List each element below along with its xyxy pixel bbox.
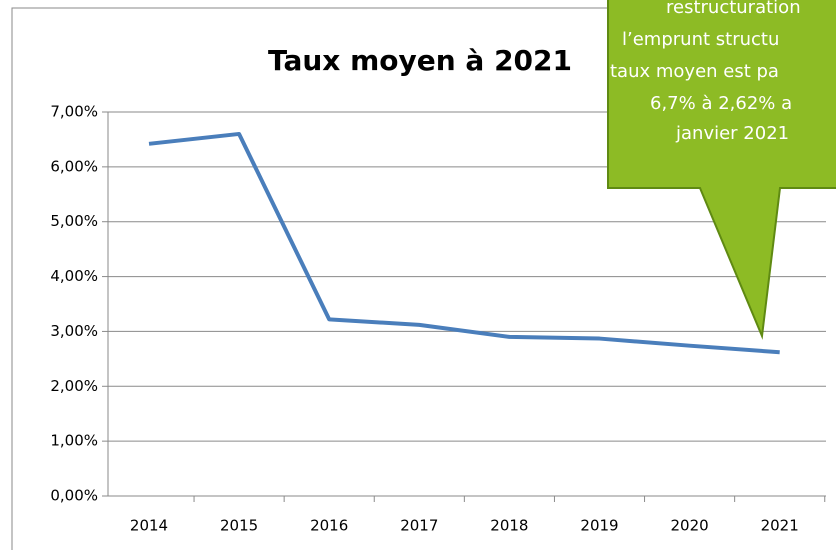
data-line [148, 131, 780, 355]
callout-text: l’emprunt structu [622, 29, 779, 50]
y-tick-label: 5,00% [50, 212, 98, 230]
x-tick-label: 2015 [220, 517, 258, 535]
chart-title: Taux moyen à 2021 [268, 44, 572, 77]
x-tick-label: 2021 [761, 517, 799, 535]
x-tick-label: 2017 [400, 517, 438, 535]
callout-text: taux moyen est pa [610, 61, 779, 82]
y-tick-label: 2,00% [50, 377, 98, 395]
x-tick-label: 2020 [671, 517, 709, 535]
callout-text: restructuration [666, 0, 801, 18]
x-tick-label: 2019 [580, 517, 618, 535]
y-tick-label: 4,00% [50, 267, 98, 285]
callout [607, 0, 836, 340]
x-tick-label: 2018 [490, 517, 528, 535]
x-tick-label: 2016 [310, 517, 348, 535]
y-tick-label: 6,00% [50, 157, 98, 175]
y-tick-label: 3,00% [50, 322, 98, 340]
y-tick-label: 7,00% [50, 103, 98, 121]
callout-text: janvier 2021 [675, 123, 789, 144]
callout-text: 6,7% à 2,62% a [650, 93, 792, 114]
y-tick-label: 0,00% [50, 487, 98, 505]
y-tick-label: 1,00% [50, 432, 98, 450]
x-tick-label: 2014 [130, 517, 168, 535]
